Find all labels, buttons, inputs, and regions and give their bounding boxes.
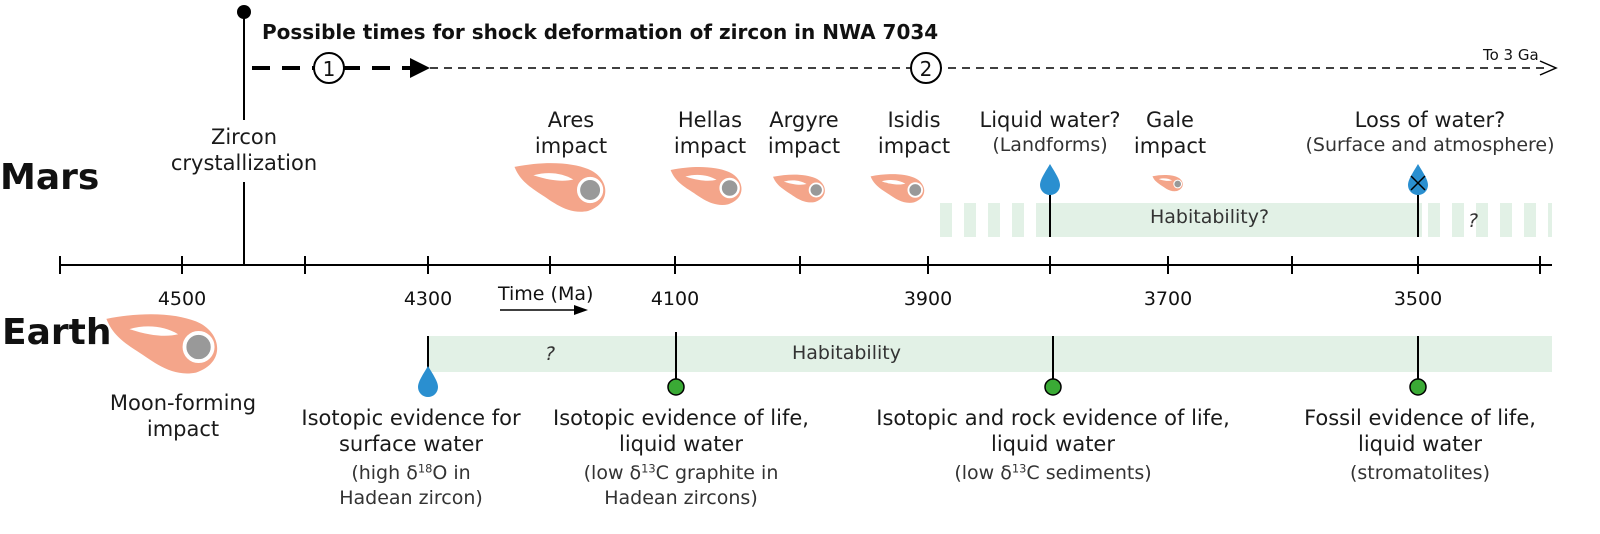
marker-1-label: 1 [322,57,336,81]
earth-habitability-label: Habitability [792,342,901,364]
isidis-impact-label: Isidis impact [877,108,951,158]
tick-label-4100: 4100 [650,288,700,310]
mars-habitability-band [940,203,1552,237]
mars-row-label: Mars [0,157,100,198]
hellas-impactor-icon [669,165,743,207]
earth-surface-water-marker [418,336,438,397]
mars-habitability-question: ? [1468,210,1479,232]
earth-habitability-band [428,336,1552,372]
liquid-water-landforms-label: Liquid water? (Landforms) [979,108,1121,156]
mars-habitability-label: Habitability? [1150,206,1270,228]
tick-label-3500: 3500 [1393,288,1443,310]
hellas-impact-label: Hellas impact [673,108,747,158]
to-3ga-label: To 3 Ga [1483,46,1539,64]
time-direction-arrow [500,305,588,315]
mars-liquid-water-marker [1040,164,1060,237]
earth-row-label: Earth [2,312,112,353]
gale-impactor-icon [1151,174,1184,192]
moon-forming-impactor-icon [104,312,220,376]
gale-impact-label: Gale impact [1133,108,1207,158]
shock-deformation-arrow [252,52,1558,84]
zircon-crystallization-label: Zircon crystallization [164,124,324,176]
time-axis [59,256,1552,274]
loss-of-water-label: Loss of water? (Surface and atmosphere) [1305,108,1555,156]
isidis-impactor-icon [869,173,926,204]
earth-life-marker-3500 [1409,336,1427,396]
tick-label-3700: 3700 [1143,288,1193,310]
ares-impact-label: Ares impact [534,108,608,158]
marker-2-label: 2 [919,57,933,81]
earth-life-marker-3800 [1044,336,1062,396]
argyre-impact-label: Argyre impact [767,108,841,158]
tick-label-3900: 3900 [903,288,953,310]
time-axis-label: Time (Ma) [498,283,594,305]
zircon-crystallization-pin [237,5,251,265]
moon-forming-impact-label: Moon-forming impact [109,391,257,441]
argyre-impactor-icon [772,173,826,204]
earth-evidence-life-3500: Fossil evidence of life, liquid water (s… [1304,406,1536,484]
earth-habitability-question: ? [545,343,556,365]
tick-label-4500: 4500 [157,288,207,310]
mars-loss-of-water-marker [1408,164,1428,237]
earth-evidence-life-3800: Isotopic and rock evidence of life, liqu… [876,406,1230,484]
tick-label-4300: 4300 [403,288,453,310]
ares-impactor-icon [512,161,607,214]
shock-deformation-title: Possible times for shock deformation of … [262,20,939,44]
earth-evidence-surface-water: Isotopic evidence for surface water (hig… [301,406,521,509]
earth-evidence-life-4100: Isotopic evidence of life, liquid water … [553,406,809,509]
earth-life-marker-4100 [667,332,685,396]
